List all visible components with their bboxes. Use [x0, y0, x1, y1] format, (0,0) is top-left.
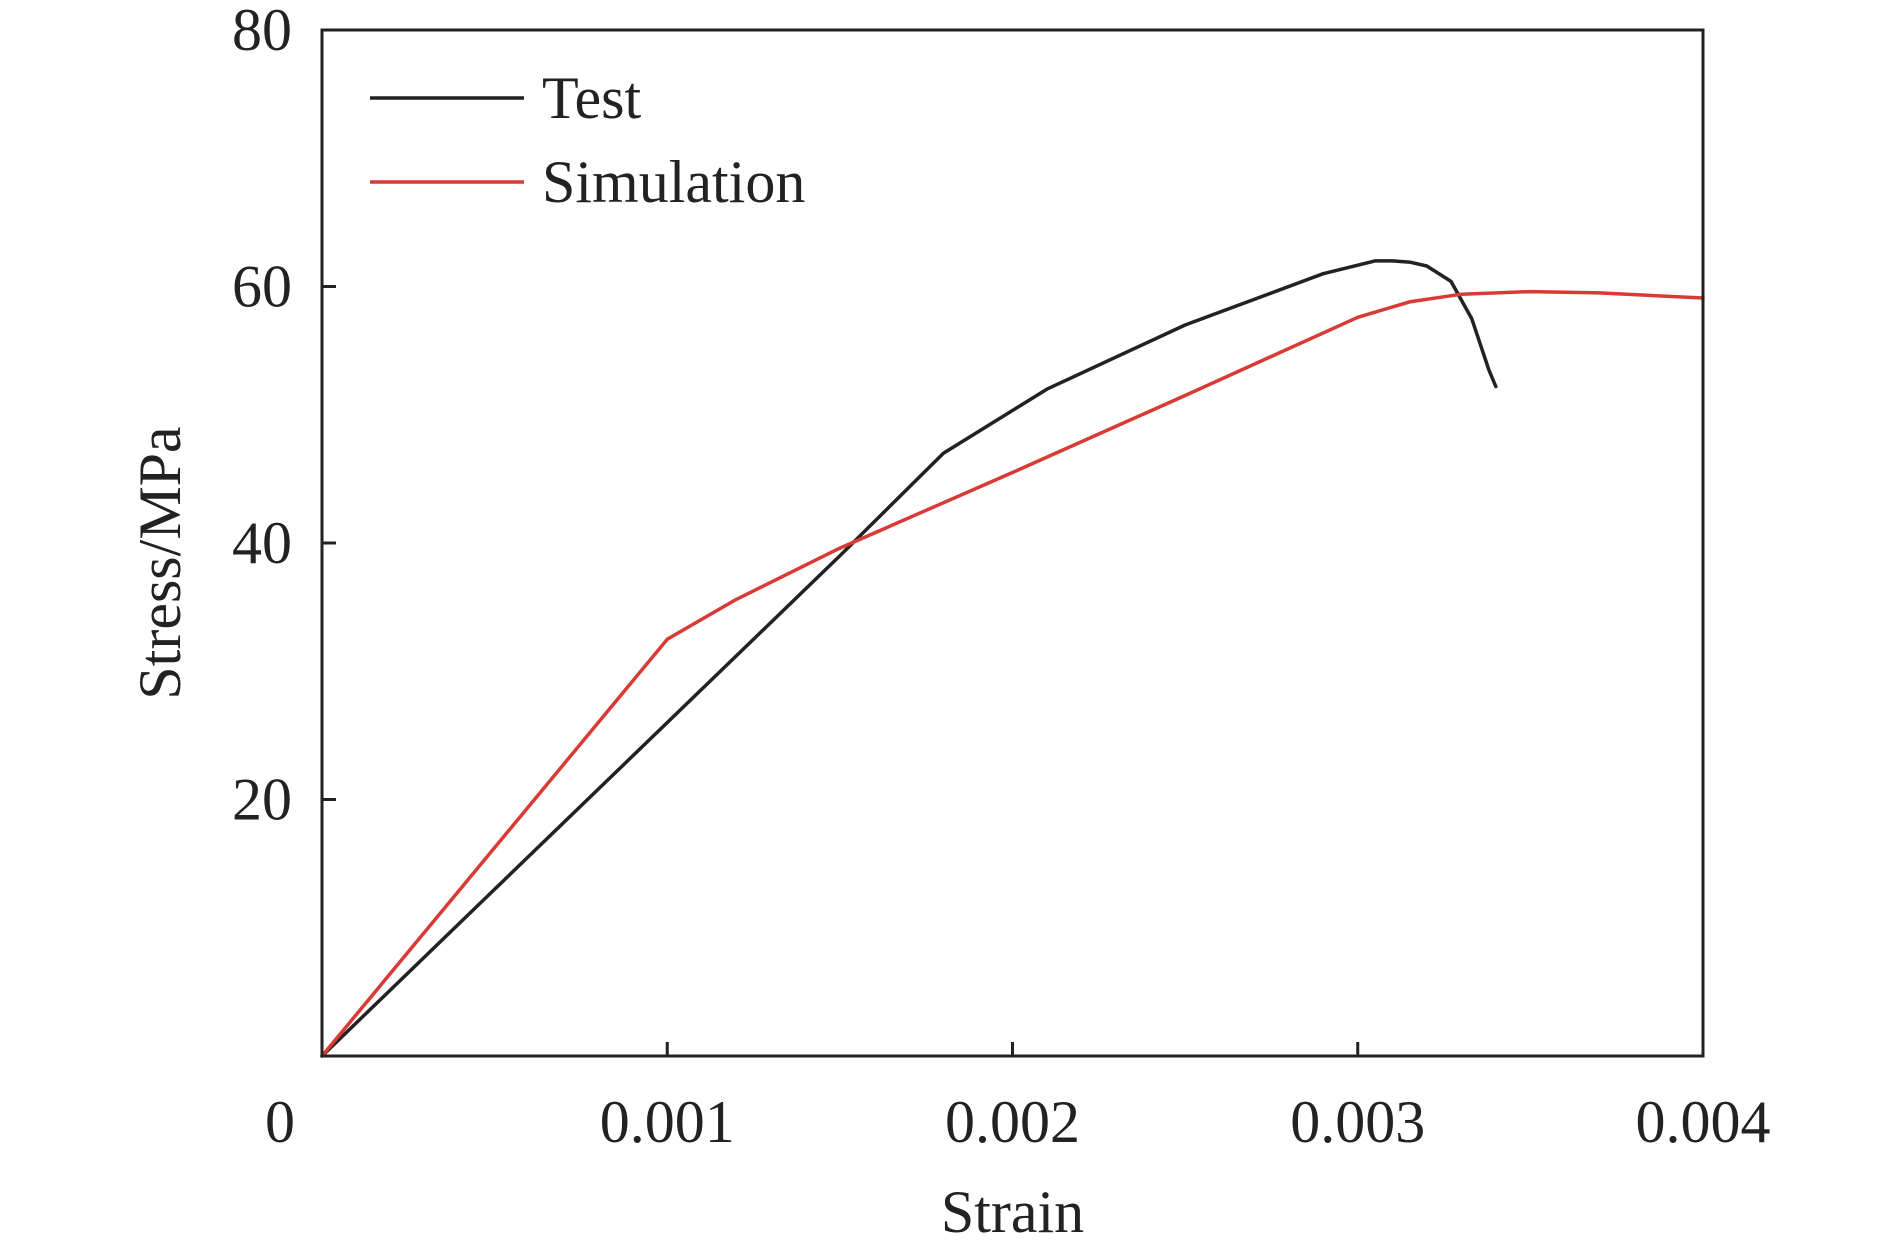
series-line-test [320, 259, 1498, 1058]
y-axis-title: Stress/MPa [127, 426, 193, 699]
x-axis-title: Strain [941, 1179, 1084, 1244]
y-tick-label: 40 [232, 510, 292, 576]
x-tick-label: 0.002 [945, 1089, 1080, 1155]
legend-label-test: Test [542, 65, 641, 131]
y-tick-label: 20 [232, 767, 292, 833]
legend-label-simulation: Simulation [542, 149, 805, 215]
legend: Test Simulation [370, 65, 805, 215]
y-tick-label: 60 [232, 254, 292, 320]
x-tick-label: 0.004 [1636, 1089, 1771, 1155]
axis-ticks [322, 285, 1360, 1056]
x-tick-label: 0.001 [600, 1089, 735, 1155]
plot-area [320, 259, 1705, 1058]
x-tick-label: 0.003 [1290, 1089, 1425, 1155]
x-tick-label: 0 [265, 1089, 295, 1155]
series-line-simulation [320, 289, 1705, 1058]
plot-frame [320, 28, 1705, 1058]
tick-labels: 0 0.001 0.002 0.003 0.004 20 40 60 80 [232, 0, 1771, 1155]
y-tick-label: 80 [232, 0, 292, 63]
